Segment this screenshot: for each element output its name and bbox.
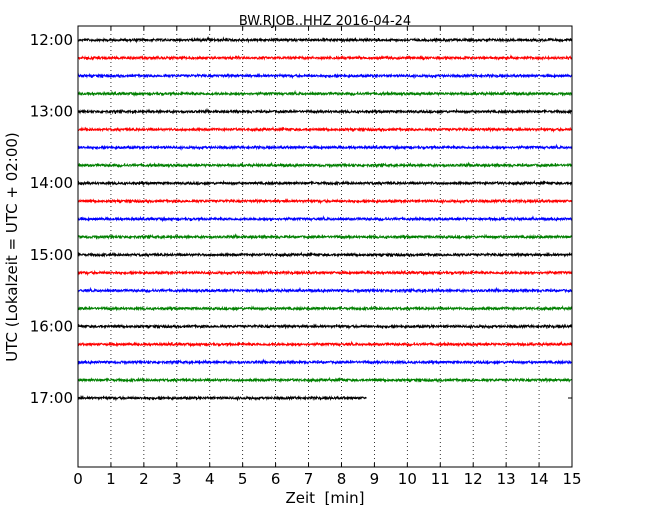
trace-row-1200 — [77, 36, 573, 44]
trace-row-1345 — [77, 161, 573, 169]
trace-row-1700 — [77, 395, 367, 402]
x-tick-label-14: 14 — [530, 470, 549, 488]
trace-row-1230 — [77, 72, 573, 80]
trace-row-1645 — [77, 376, 573, 384]
x-tick-label-11: 11 — [431, 470, 450, 488]
x-tick-label-7: 7 — [304, 470, 314, 488]
y-tick-label-1: 13:00 — [30, 103, 73, 121]
trace-row-1400 — [77, 179, 573, 187]
y-tick-label-2: 14:00 — [30, 174, 73, 192]
trace-row-1630 — [77, 358, 573, 366]
y-tick-label-3: 15:00 — [30, 246, 73, 264]
x-tick-label-5: 5 — [238, 470, 248, 488]
y-axis-label: UTC (Lokalzeit = UTC + 02:00) — [3, 132, 21, 362]
trace-row-1500 — [77, 251, 573, 258]
x-tick-label-0: 0 — [73, 470, 83, 488]
trace-row-1515 — [77, 269, 573, 277]
trace-row-1545 — [77, 305, 573, 312]
trace-row-1530 — [77, 286, 573, 294]
x-tick-label-8: 8 — [337, 470, 347, 488]
y-tick-label-4: 16:00 — [30, 317, 73, 335]
x-axis-label: Zeit [min] — [285, 489, 364, 507]
y-tick-label-0: 12:00 — [30, 31, 73, 49]
grid-lines — [110, 26, 540, 467]
trace-row-1245 — [77, 89, 573, 97]
trace-row-1600 — [77, 323, 573, 330]
trace-row-1415 — [77, 198, 573, 205]
x-tick-label-3: 3 — [172, 470, 182, 488]
trace-row-1430 — [77, 215, 573, 223]
trace-row-1315 — [77, 126, 573, 133]
trace-group — [77, 36, 573, 402]
trace-row-1615 — [77, 340, 573, 348]
trace-row-1300 — [77, 107, 573, 115]
x-tick-label-1: 1 — [106, 470, 116, 488]
trace-row-1215 — [77, 54, 573, 61]
y-axis: 12:00 13:00 14:00 15:00 16:00 17:00 — [30, 31, 572, 407]
x-tick-label-15: 15 — [562, 470, 581, 488]
trace-row-1330 — [77, 143, 573, 151]
x-tick-label-9: 9 — [370, 470, 380, 488]
x-tick-label-2: 2 — [139, 470, 149, 488]
plot-frame — [77, 25, 573, 468]
x-axis: 0 1 2 3 4 5 6 7 8 9 10 11 12 13 14 15 — [73, 26, 582, 488]
x-tick-label-10: 10 — [398, 470, 417, 488]
trace-row-1445 — [77, 233, 573, 240]
chart-title: BW.RJOB..HHZ 2016-04-24 — [239, 14, 411, 29]
x-tick-label-6: 6 — [271, 470, 281, 488]
x-tick-label-12: 12 — [464, 470, 483, 488]
y-tick-label-5: 17:00 — [30, 389, 73, 407]
x-tick-label-4: 4 — [205, 470, 215, 488]
x-tick-label-13: 13 — [497, 470, 516, 488]
